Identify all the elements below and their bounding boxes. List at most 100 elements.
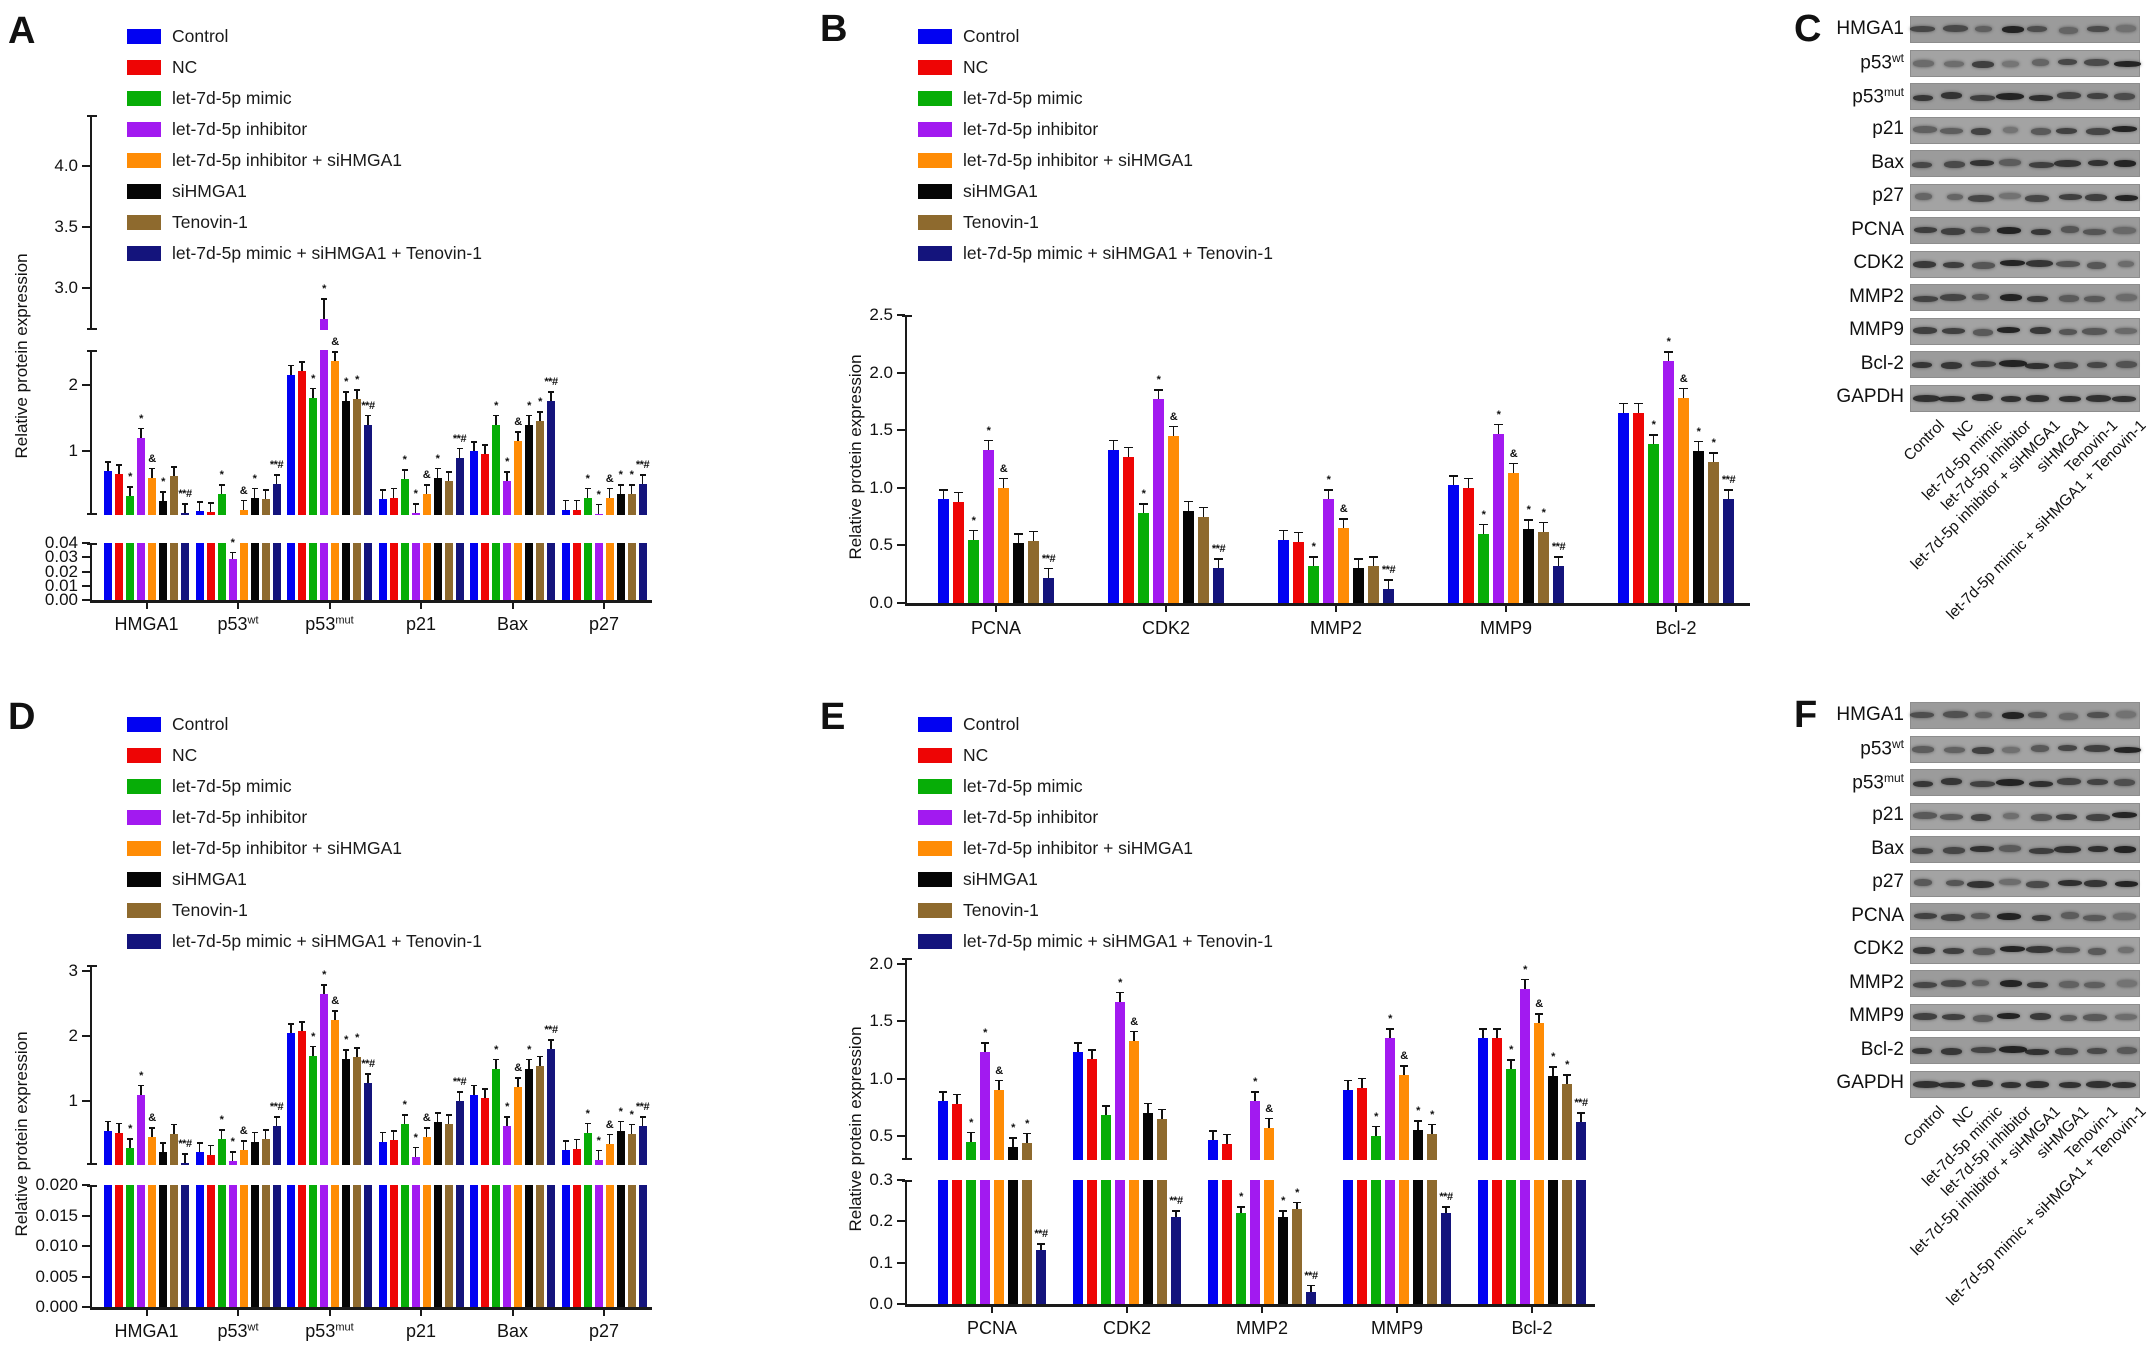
error-bar-cap (953, 1093, 961, 1096)
x-category-label: p53wt (178, 614, 298, 635)
significance-marker: * (230, 536, 235, 549)
bar-D-p21-cond3 (400, 1124, 409, 1165)
significance-marker: * (355, 374, 359, 387)
label-text: p53 (1860, 738, 1892, 760)
blot-band (2003, 127, 2019, 133)
error-bar-cap (537, 411, 543, 413)
label-text: PCNA (1851, 218, 1904, 240)
blot-band (2055, 128, 2077, 134)
error-bar-line (312, 388, 314, 398)
error-bar-cap (240, 1140, 247, 1142)
y-tick-label: 1.5 (869, 1011, 893, 1031)
panel-letter-A: A (8, 10, 36, 52)
error-bar-line (564, 500, 567, 510)
bar-B-PCNA-cond3 (968, 539, 979, 603)
error-bar-cap (343, 1049, 349, 1051)
significance-marker: * (1239, 1191, 1243, 1204)
error-bar-cap (138, 1084, 144, 1087)
bar-A-Bax-cond6 (525, 543, 533, 600)
bar-A-p27-cond4 (594, 513, 603, 515)
error-bar-cap (1279, 529, 1288, 532)
blot-band (2087, 845, 2108, 852)
error-bar-cap (617, 1120, 624, 1123)
legend-item: let-7d-5p inhibitor + siHMGA1 (918, 838, 1193, 858)
label-text: p53 (305, 614, 336, 634)
bar-D-p21-cond2 (389, 1185, 398, 1307)
bar-B-CDK2-cond5 (1168, 435, 1179, 603)
error-bar-line (1552, 1067, 1554, 1077)
y-tick (82, 1100, 90, 1103)
error-bar-cap (967, 1131, 975, 1134)
label-text: MMP2 (1235, 1318, 1288, 1338)
error-bar-cap (1184, 500, 1193, 503)
blot-row-label: p27 (1744, 185, 1904, 207)
blot-band (2025, 394, 2049, 402)
lane-label: Control (1901, 417, 1949, 465)
significance-marker: * (1295, 1186, 1299, 1199)
error-bar-cap (1509, 462, 1518, 465)
bar-E-Bcl-2-cond7 (1562, 1180, 1572, 1304)
significance-marker: * (618, 1105, 623, 1118)
bar-B-MMP2-cond7 (1368, 566, 1379, 603)
error-bar-cap (423, 484, 430, 486)
x-tick (511, 602, 514, 609)
error-bar-line (641, 475, 644, 485)
significance-marker: * (1025, 1117, 1029, 1130)
error-bar-cap (1386, 1028, 1394, 1030)
significance-marker: * (344, 376, 348, 389)
error-bar-line (1187, 501, 1190, 511)
bar-E-CDK2-cond1 (1073, 1052, 1083, 1160)
legend-swatch (918, 716, 952, 732)
bar-A-p53wt-cond1 (195, 543, 204, 600)
error-bar-line (1375, 1126, 1377, 1136)
y-tick (82, 383, 90, 386)
error-bar-line (151, 1128, 153, 1138)
label-text: HMGA1 (114, 614, 179, 634)
y-tick (82, 556, 90, 559)
blot-band (1999, 294, 2022, 301)
bar-D-Bax-cond2 (481, 1098, 489, 1165)
legend-swatch (918, 214, 952, 230)
label-superscript: mut (1883, 770, 1904, 785)
x-category-label: MMP2 (1202, 1318, 1322, 1339)
blot-band (2087, 159, 2108, 166)
blot-band (2114, 328, 2137, 334)
bar-D-p53mut-cond3 (309, 1055, 317, 1165)
bar-E-CDK2-cond7 (1157, 1180, 1167, 1304)
label-text: CDK2 (1853, 938, 1904, 959)
bar-D-p27-cond1 (561, 1185, 570, 1307)
y-tick (82, 1306, 90, 1308)
blot-band (2031, 228, 2052, 235)
blot-row-label: Bcl-2 (1744, 353, 1904, 375)
legend-swatch (127, 245, 161, 261)
x-category-label: HMGA1 (87, 614, 207, 635)
bar-A-p53wt-cond6 (250, 497, 259, 515)
label-text: CDK2 (1853, 252, 1904, 273)
blot-row-label: p53wt (1744, 737, 1904, 760)
blot-band (2115, 711, 2136, 718)
significance-marker: * (1156, 374, 1161, 387)
significance-marker: * (527, 399, 531, 412)
blot-band (1943, 847, 1966, 854)
legend-swatch (127, 778, 161, 794)
y-tick (897, 1303, 905, 1305)
error-bar-cap (105, 1120, 111, 1123)
bar-D-p21-cond7 (444, 1185, 453, 1307)
bar-B-CDK2-cond7 (1198, 516, 1209, 603)
bar-A-Bax-cond5 (514, 441, 522, 515)
blot-band (2029, 94, 2054, 101)
blot-band (2025, 1048, 2050, 1055)
bar-E-Bcl-2-cond1 (1478, 1180, 1488, 1304)
bar-A-Bax-cond8 (547, 543, 555, 600)
error-bar-line (345, 1050, 347, 1060)
error-bar-cap (379, 489, 386, 491)
bar-D-p53mut-cond1 (287, 1033, 295, 1165)
legend-label: let-7d-5p mimic (963, 775, 1083, 796)
error-bar-cap (1479, 523, 1488, 526)
bar-A-p53mut-cond7 (353, 399, 361, 515)
blot-band (2053, 846, 2081, 853)
blot-band (1967, 194, 1994, 202)
bar-B-MMP9-cond7 (1538, 531, 1549, 603)
y-tick-label: 0.015 (35, 1205, 78, 1225)
significance-marker: **# (1551, 541, 1566, 554)
